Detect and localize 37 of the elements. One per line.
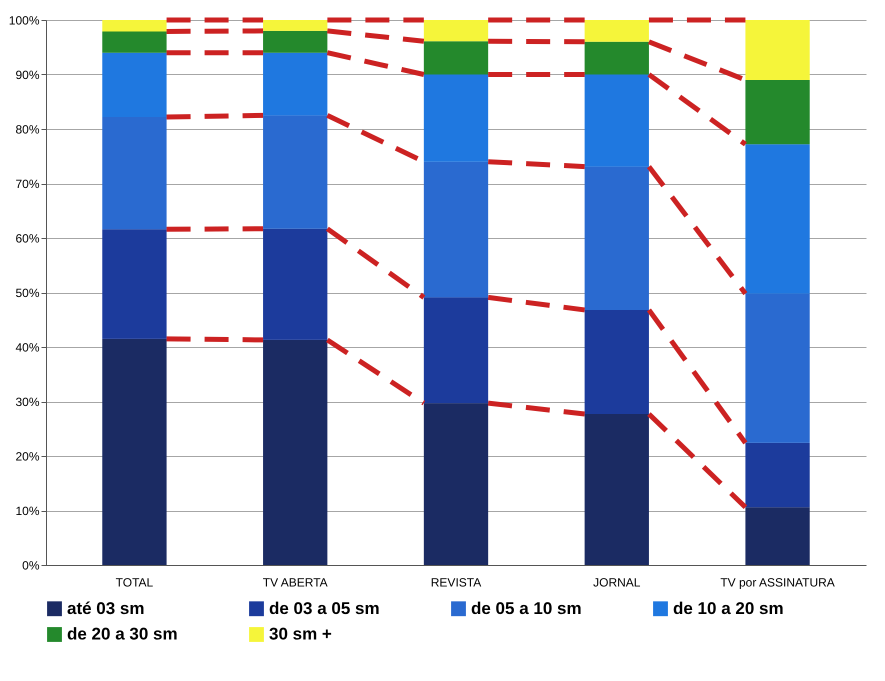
bar	[102, 229, 167, 339]
bar	[584, 20, 649, 42]
bar	[102, 20, 167, 32]
bar	[263, 52, 328, 116]
legend-label: até 03 sm	[67, 598, 144, 618]
y-tick-label: 40%	[15, 340, 40, 354]
y-tick-label: 0%	[22, 558, 40, 572]
y-tick-label: 80%	[15, 122, 40, 136]
legend-label: de 03 a 05 sm	[269, 598, 380, 618]
x-tick-label: REVISTA	[430, 576, 482, 590]
x-tick-label: JORNAL	[593, 576, 641, 590]
y-tick-label: 100%	[8, 14, 40, 28]
legend-label: 30 sm +	[269, 624, 332, 644]
bar	[263, 115, 328, 229]
bar	[102, 52, 167, 118]
bar	[102, 31, 167, 53]
bar	[263, 340, 328, 565]
bar	[263, 20, 328, 31]
y-tick-label: 70%	[15, 177, 40, 191]
bar	[424, 403, 488, 565]
y-tick-label: 20%	[15, 450, 40, 464]
legend-label: de 10 a 20 sm	[673, 598, 784, 618]
y-tick-label: 30%	[15, 395, 40, 409]
bar	[745, 20, 810, 80]
y-tick-label: 10%	[15, 504, 40, 518]
legend-label: de 20 a 30 sm	[67, 624, 178, 644]
y-tick-label: 90%	[15, 68, 40, 82]
y-tick-label: 60%	[15, 232, 40, 246]
x-tick-label: TV por ASSINATURA	[720, 576, 835, 590]
x-tick-label: TV ABERTA	[262, 576, 328, 590]
bar	[424, 74, 488, 162]
legend-label: de 05 a 10 sm	[471, 598, 582, 618]
x-tick-label: TOTAL	[116, 576, 154, 590]
bar	[102, 117, 167, 230]
bar	[102, 338, 167, 565]
bar	[745, 507, 810, 565]
y-tick-label: 50%	[15, 286, 40, 300]
